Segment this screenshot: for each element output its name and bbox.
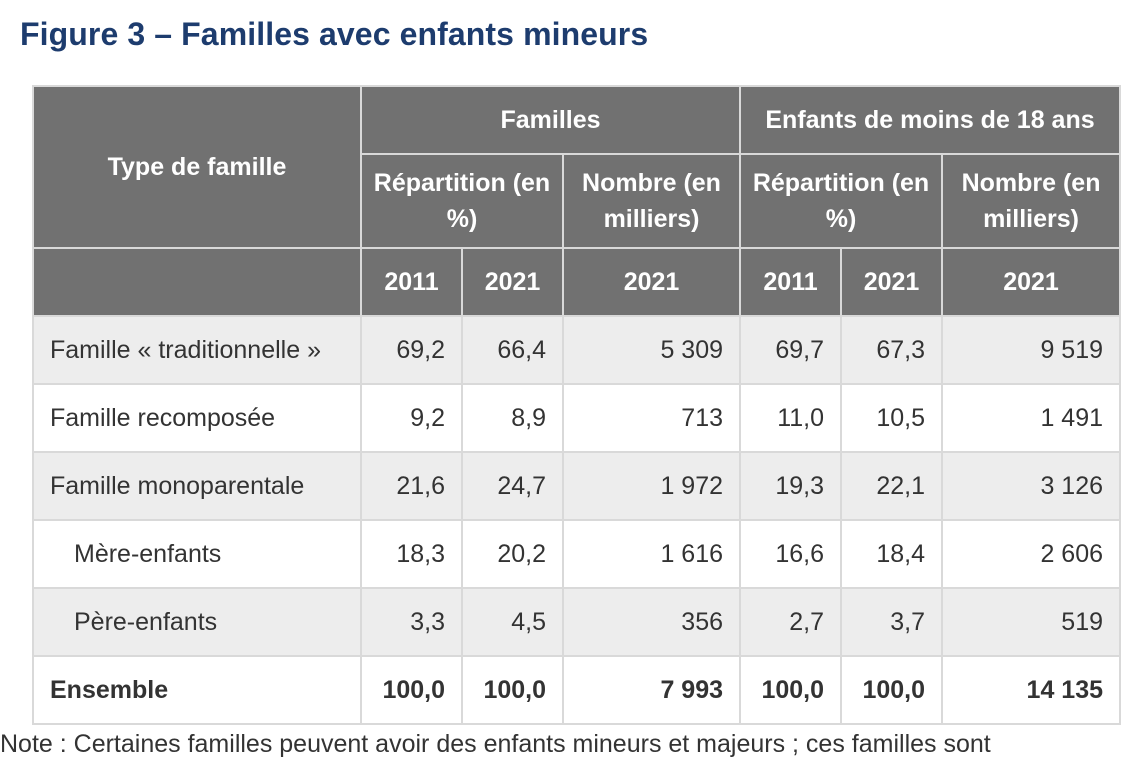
table-cell: 7 993 [561,655,742,725]
header-row-measures: Répartition (en %) Nombre (en milliers) … [33,153,1122,249]
header-row-groups: Type de famille Familles Enfants de moin… [32,85,1122,249]
table-cell: 3,3 [360,587,463,657]
table-cell: 9 519 [941,315,1122,385]
table-cell: 1 972 [561,451,742,521]
header-row-years: 2011 2021 2021 2011 2021 2021 [32,247,1122,317]
header-year-blank [32,247,362,317]
row-label: Famille « traditionnelle » [32,315,362,385]
table-row-total: Ensemble 100,0 100,0 7 993 100,0 100,0 1… [32,655,1122,725]
table-cell: 67,3 [840,315,944,385]
row-label: Famille recomposée [32,383,362,453]
header-type-de-famille: Type de famille [32,85,362,249]
table-cell: 14 135 [941,655,1122,725]
header-year: 2011 [739,247,843,317]
table-cell: 100,0 [739,655,843,725]
header-enfants-repartition: Répartition (en %) [739,153,944,249]
header-group-enfants: Enfants de moins de 18 ans [739,85,1122,155]
table-cell: 18,3 [360,519,463,589]
table-row: Mère-enfants 18,3 20,2 1 616 16,6 18,4 2… [32,519,1122,589]
table-cell: 16,6 [739,519,843,589]
table-cell: 19,3 [739,451,843,521]
table-cell: 1 491 [941,383,1122,453]
table-cell: 3,7 [840,587,944,657]
table-cell: 20,2 [461,519,564,589]
header-familles-nombre: Nombre (en milliers) [561,153,742,249]
table-row: Père-enfants 3,3 4,5 356 2,7 3,7 519 [32,587,1122,657]
table-cell: 4,5 [461,587,564,657]
table-cell: 519 [941,587,1122,657]
table-cell: 100,0 [461,655,564,725]
table-cell: 21,6 [360,451,463,521]
table-cell: 69,7 [739,315,843,385]
table-cell: 69,2 [360,315,463,385]
header-year: 2021 [461,247,564,317]
table-row: Famille « traditionnelle » 69,2 66,4 5 3… [32,315,1122,385]
table-cell: 24,7 [461,451,564,521]
row-label: Famille monoparentale [32,451,362,521]
row-label: Ensemble [32,655,362,725]
header-familles-repartition: Répartition (en %) [360,153,564,249]
header-enfants-nombre: Nombre (en milliers) [941,153,1122,249]
table-cell: 100,0 [360,655,463,725]
table-cell: 5 309 [561,315,742,385]
table-cell: 1 616 [561,519,742,589]
row-label: Père-enfants [32,587,362,657]
table-cell: 356 [561,587,742,657]
table-cell: 2 606 [941,519,1122,589]
header-year: 2011 [360,247,463,317]
table-cell: 22,1 [840,451,944,521]
table-cell: 8,9 [461,383,564,453]
header-year: 2021 [840,247,944,317]
table-cell: 18,4 [840,519,944,589]
table-cell: 9,2 [360,383,463,453]
table-cell: 2,7 [739,587,843,657]
figure-title: Figure 3 – Familles avec enfants mineurs [20,16,649,52]
header-group-familles: Familles [359,85,742,155]
header-year: 2021 [941,247,1122,317]
table-cell: 10,5 [840,383,944,453]
table-cell: 66,4 [461,315,564,385]
row-label: Mère-enfants [32,519,362,589]
table-note: Note : Certaines familles peuvent avoir … [0,730,991,758]
table-cell: 713 [561,383,742,453]
families-table: Type de famille Familles Enfants de moin… [32,85,1122,725]
header-year: 2021 [561,247,742,317]
table-row: Famille monoparentale 21,6 24,7 1 972 19… [32,451,1122,521]
table-row: Famille recomposée 9,2 8,9 713 11,0 10,5… [32,383,1122,453]
table-cell: 3 126 [941,451,1122,521]
table-cell: 11,0 [739,383,843,453]
table-cell: 100,0 [840,655,944,725]
